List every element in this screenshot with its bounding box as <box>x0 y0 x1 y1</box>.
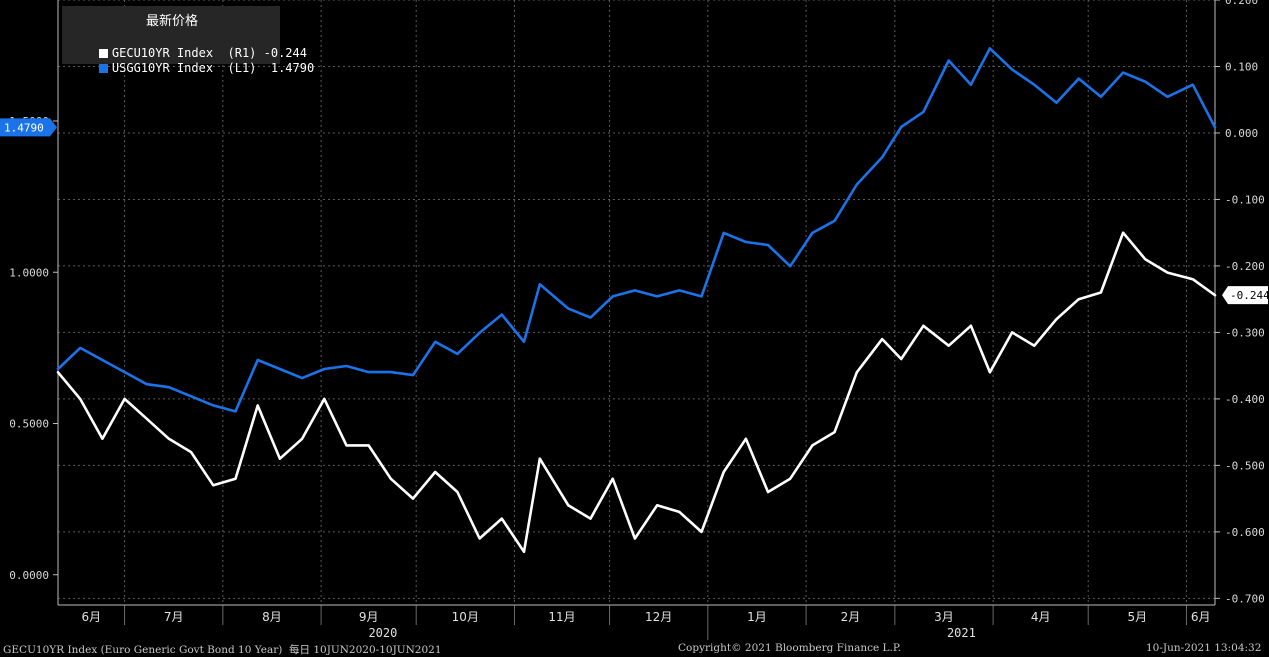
right-tick-label: -0.500 <box>1225 459 1265 472</box>
left-tick-label: 1.0000 <box>9 266 49 279</box>
right-tick-label: 0.000 <box>1225 127 1258 140</box>
month-tick-label: 11月 <box>548 610 575 624</box>
month-tick-label: 12月 <box>645 610 672 624</box>
right-tick-label: 0.100 <box>1225 60 1258 73</box>
blue-square-icon <box>98 64 108 73</box>
left-tick-label: 0.0000 <box>9 569 49 582</box>
footer-timestamp: 10-Jun-2021 13:04:32 <box>1146 642 1262 654</box>
legend-label: USGG10YR Index (L1) 1.4790 <box>111 61 315 75</box>
month-tick-label: 4月 <box>1031 610 1051 624</box>
footer-security-description: GECU10YR Index (Euro Generic Govt Bond 1… <box>3 644 442 656</box>
month-tick-label: 7月 <box>164 610 184 624</box>
last-value-tag-right <box>1222 286 1268 305</box>
legend-item-usgg10yr: USGG10YR Index (L1) 1.4790 <box>62 46 314 75</box>
right-tick-label: 0.200 <box>1225 0 1258 7</box>
year-label: 2021 <box>947 626 976 640</box>
footer-copyright: Copyright© 2021 Bloomberg Finance L.P. <box>678 642 902 654</box>
series-line-gecu10yr <box>56 231 1217 554</box>
year-label: 2020 <box>368 626 397 640</box>
month-tick-label: 6月 <box>1191 610 1211 624</box>
right-tick-label: -0.600 <box>1225 526 1265 539</box>
right-tick-label: -0.400 <box>1225 393 1265 406</box>
left-tick-label: 0.5000 <box>9 418 49 431</box>
last-value-label-right: -0.244 <box>1230 289 1269 302</box>
legend-item-gecu10yr: GECU10YR Index (R1) -0.244 <box>62 31 307 60</box>
right-tick-label: -0.200 <box>1225 260 1265 273</box>
series-line-usgg10yr <box>56 47 1217 413</box>
right-tick-label: -0.700 <box>1225 592 1265 605</box>
white-square-icon <box>98 49 108 58</box>
month-tick-label: 3月 <box>934 610 954 624</box>
last-value-tag-left <box>0 118 57 137</box>
month-tick-label: 8月 <box>262 610 282 624</box>
month-tick-label: 10月 <box>452 610 479 624</box>
month-tick-label: 9月 <box>359 610 379 624</box>
legend-title: 最新价格 <box>145 14 198 29</box>
right-tick-label: -0.300 <box>1225 326 1265 339</box>
legend-label: GECU10YR Index (R1) -0.244 <box>111 46 307 60</box>
month-tick-label: 2月 <box>841 610 861 624</box>
legend: 最新价格 GECU10YR Index (R1) -0.244 USGG10YR… <box>62 6 314 75</box>
last-value-label-left: 1.4790 <box>4 121 44 134</box>
month-tick-label: 6月 <box>81 610 101 624</box>
month-tick-label: 5月 <box>1128 610 1148 624</box>
month-tick-label: 1月 <box>747 610 767 624</box>
right-tick-label: -0.100 <box>1225 193 1265 206</box>
